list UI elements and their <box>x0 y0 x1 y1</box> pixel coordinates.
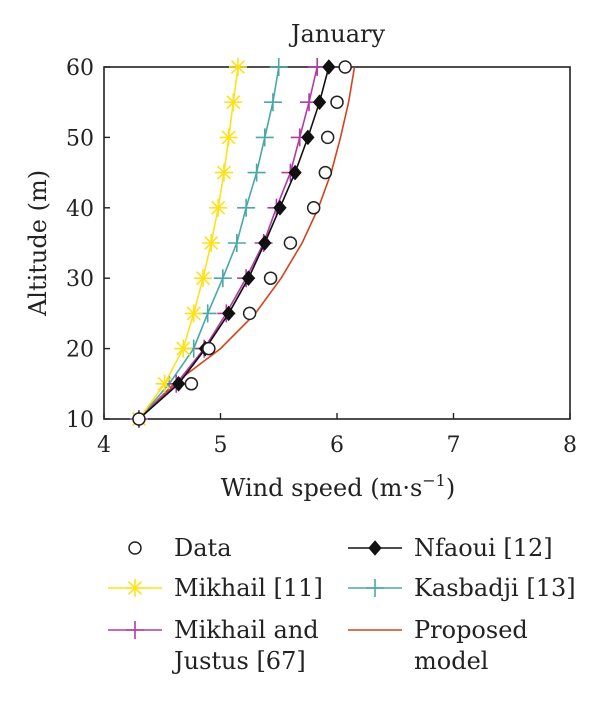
series-line <box>138 66 239 420</box>
x-axis-title-sup: −1 <box>422 471 446 490</box>
series-line <box>138 66 356 420</box>
y-tick-label: 50 <box>66 126 94 151</box>
data-point <box>306 201 321 215</box>
series-proposed-model <box>138 66 356 420</box>
chart-title: January <box>288 20 386 48</box>
x-axis-title: Wind speed (m·s−1) <box>221 471 455 502</box>
series-mikhail-11 <box>129 58 247 428</box>
series-nfaoui-12 <box>132 59 336 427</box>
x-axis-title-end: ) <box>446 474 455 502</box>
series-data <box>132 60 352 426</box>
data-point <box>155 374 174 393</box>
data-point <box>258 235 272 251</box>
data-point <box>214 163 233 182</box>
data-point <box>312 94 327 110</box>
data-point <box>338 60 352 74</box>
data-point <box>269 58 288 76</box>
data-point <box>202 234 221 252</box>
data-point <box>263 271 278 285</box>
data-point <box>126 621 144 639</box>
data-point <box>227 234 246 252</box>
legend-label: model <box>414 647 488 675</box>
legend-entry: Nfaoui [12] <box>348 534 553 562</box>
x-tick-label: 7 <box>447 433 461 458</box>
data-point <box>322 59 336 75</box>
data-point <box>126 579 144 597</box>
legend-label: Mikhail [11] <box>174 574 323 602</box>
legend-label: Proposed <box>414 616 528 644</box>
data-point <box>247 163 266 182</box>
legend-label: Nfaoui [12] <box>414 534 553 562</box>
data-point <box>228 58 247 76</box>
series-layer <box>129 58 356 428</box>
data-point <box>219 128 238 147</box>
axis-ticks: 4 5 6 7 8 10 20 30 40 50 60 <box>66 56 577 458</box>
legend: Data Nfaoui [12] Mikhail [11] Kasbadji [13]… <box>108 534 576 675</box>
x-tick-label: 8 <box>563 433 577 458</box>
legend-entry: Data <box>128 534 232 562</box>
data-point <box>209 198 228 217</box>
legend-label: Mikhail and <box>174 616 319 644</box>
data-point <box>221 305 236 322</box>
data-point <box>301 129 315 146</box>
data-point <box>184 377 199 391</box>
x-axis-title-main: Wind speed (m·s <box>221 474 423 502</box>
data-point <box>320 130 335 145</box>
data-point <box>224 93 243 112</box>
data-point <box>318 165 333 180</box>
data-point <box>184 304 203 323</box>
y-tick-label: 30 <box>66 267 94 292</box>
legend-entry: Kasbadji [13] <box>348 574 576 602</box>
data-point <box>174 339 193 358</box>
legend-label: Data <box>174 534 232 562</box>
data-point <box>237 198 256 217</box>
y-tick-label: 20 <box>66 338 94 363</box>
data-point <box>368 540 382 556</box>
data-point <box>171 376 186 392</box>
data-point <box>202 341 216 356</box>
x-tick-label: 6 <box>330 433 344 458</box>
data-point <box>366 579 384 597</box>
data-point <box>213 269 232 288</box>
legend-entry: Mikhail [11] <box>108 574 323 602</box>
y-tick-label: 40 <box>66 197 94 222</box>
data-point <box>255 128 274 147</box>
x-tick-label: 4 <box>97 433 111 458</box>
legend-entry: Proposed model <box>348 616 528 675</box>
y-axis-title: Altitude (m) <box>24 170 52 317</box>
legend-entry: Mikhail and Justus [67] <box>108 616 319 675</box>
data-point <box>132 412 146 426</box>
data-point <box>194 269 213 288</box>
y-tick-label: 60 <box>66 56 94 81</box>
data-point <box>241 270 256 286</box>
legend-label: Justus [67] <box>171 647 306 675</box>
data-point <box>128 541 142 555</box>
data-point <box>283 236 298 250</box>
x-tick-label: 5 <box>214 433 228 458</box>
legend-label: Kasbadji [13] <box>414 574 576 602</box>
data-point <box>242 306 257 321</box>
data-point <box>263 93 282 112</box>
data-point <box>273 200 287 216</box>
data-point <box>330 95 344 109</box>
y-tick-label: 10 <box>66 408 94 433</box>
data-point <box>288 164 302 181</box>
